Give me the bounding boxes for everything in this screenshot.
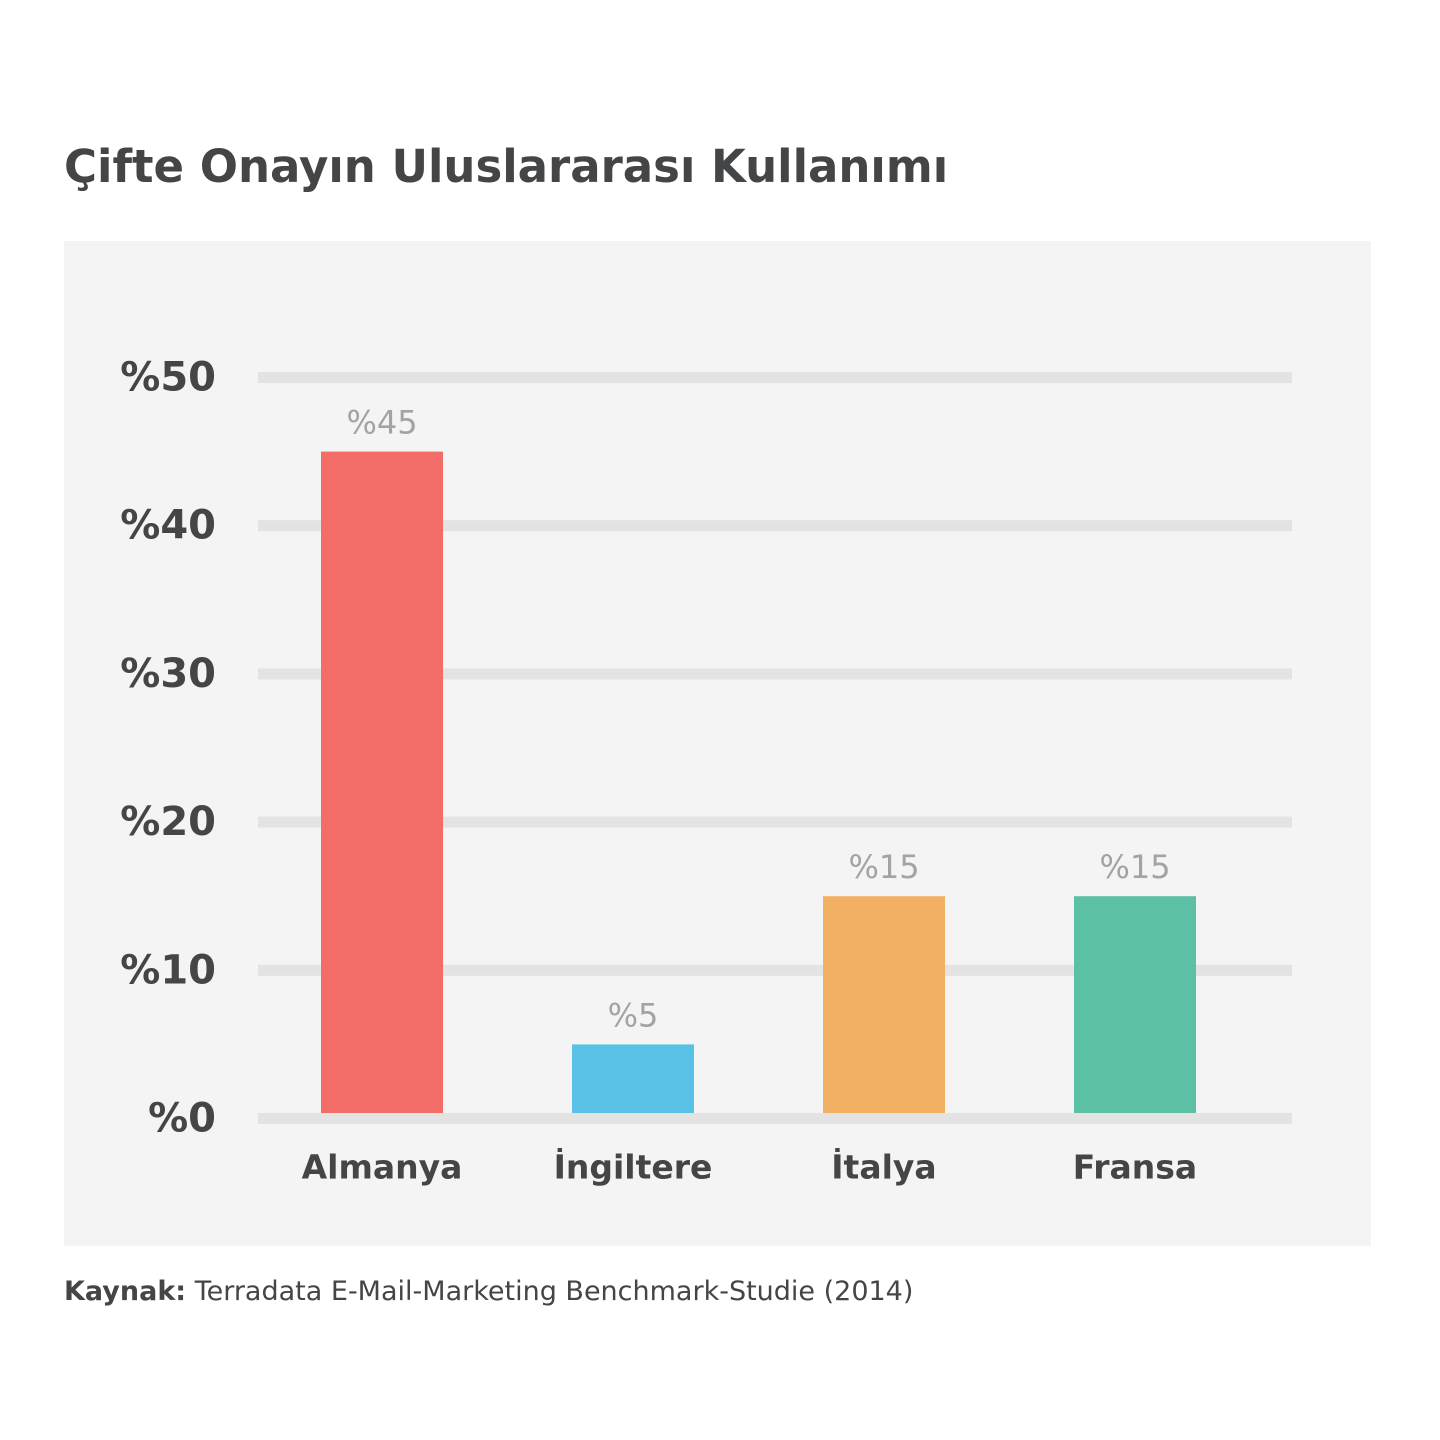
source-text: Terradata E-Mail-Marketing Benchmark-Stu… (186, 1276, 914, 1307)
bar-value-label: %5 (608, 996, 659, 1034)
gridline (258, 372, 1292, 383)
bar-chart: %0 %10 %20 %30 %40 %50 %45 %5 %15 %15 Almanya İng… (120, 355, 1292, 1187)
bar (823, 896, 945, 1113)
bar-value-label: %15 (1099, 848, 1170, 886)
bar (572, 1044, 694, 1113)
source-note: Kaynak: Terradata E-Mail-Marketing Bench… (64, 1272, 913, 1312)
y-tick-label: %40 (120, 503, 216, 549)
y-tick-label: %30 (120, 651, 216, 697)
y-tick-label: %50 (120, 355, 216, 401)
gridline (258, 816, 1292, 828)
x-tick-label: Fransa (1073, 1148, 1197, 1187)
chart-title: Çifte Onayın Uluslararası Kullanımı (64, 140, 949, 193)
x-tick-label: İngiltere (554, 1147, 713, 1187)
bars (321, 451, 1196, 1114)
bar (1074, 896, 1196, 1113)
y-tick-label: %20 (120, 799, 216, 845)
chart-panel: %0 %10 %20 %30 %40 %50 %45 %5 %15 %15 Almanya İng… (64, 241, 1371, 1246)
gridline (258, 520, 1292, 532)
x-tick-label: Almanya (302, 1148, 463, 1187)
gridline (258, 668, 1292, 680)
bar-value-labels: %45 %5 %15 %15 (346, 404, 1170, 1035)
source-label: Kaynak: (64, 1276, 187, 1307)
bar-value-label: %15 (848, 848, 919, 886)
y-tick-label: %0 (148, 1096, 216, 1142)
gridline (258, 964, 1292, 976)
y-tick-label: %10 (120, 947, 216, 993)
x-tick-label: İtalya (831, 1147, 936, 1187)
x-axis-category-labels: Almanya İngiltere İtalya Fransa (302, 1147, 1198, 1187)
gridlines (258, 372, 1292, 1124)
gridline (258, 1113, 1292, 1124)
bar (321, 451, 443, 1114)
y-axis-tick-labels: %0 %10 %20 %30 %40 %50 (120, 355, 216, 1142)
bar-value-label: %45 (346, 404, 417, 442)
